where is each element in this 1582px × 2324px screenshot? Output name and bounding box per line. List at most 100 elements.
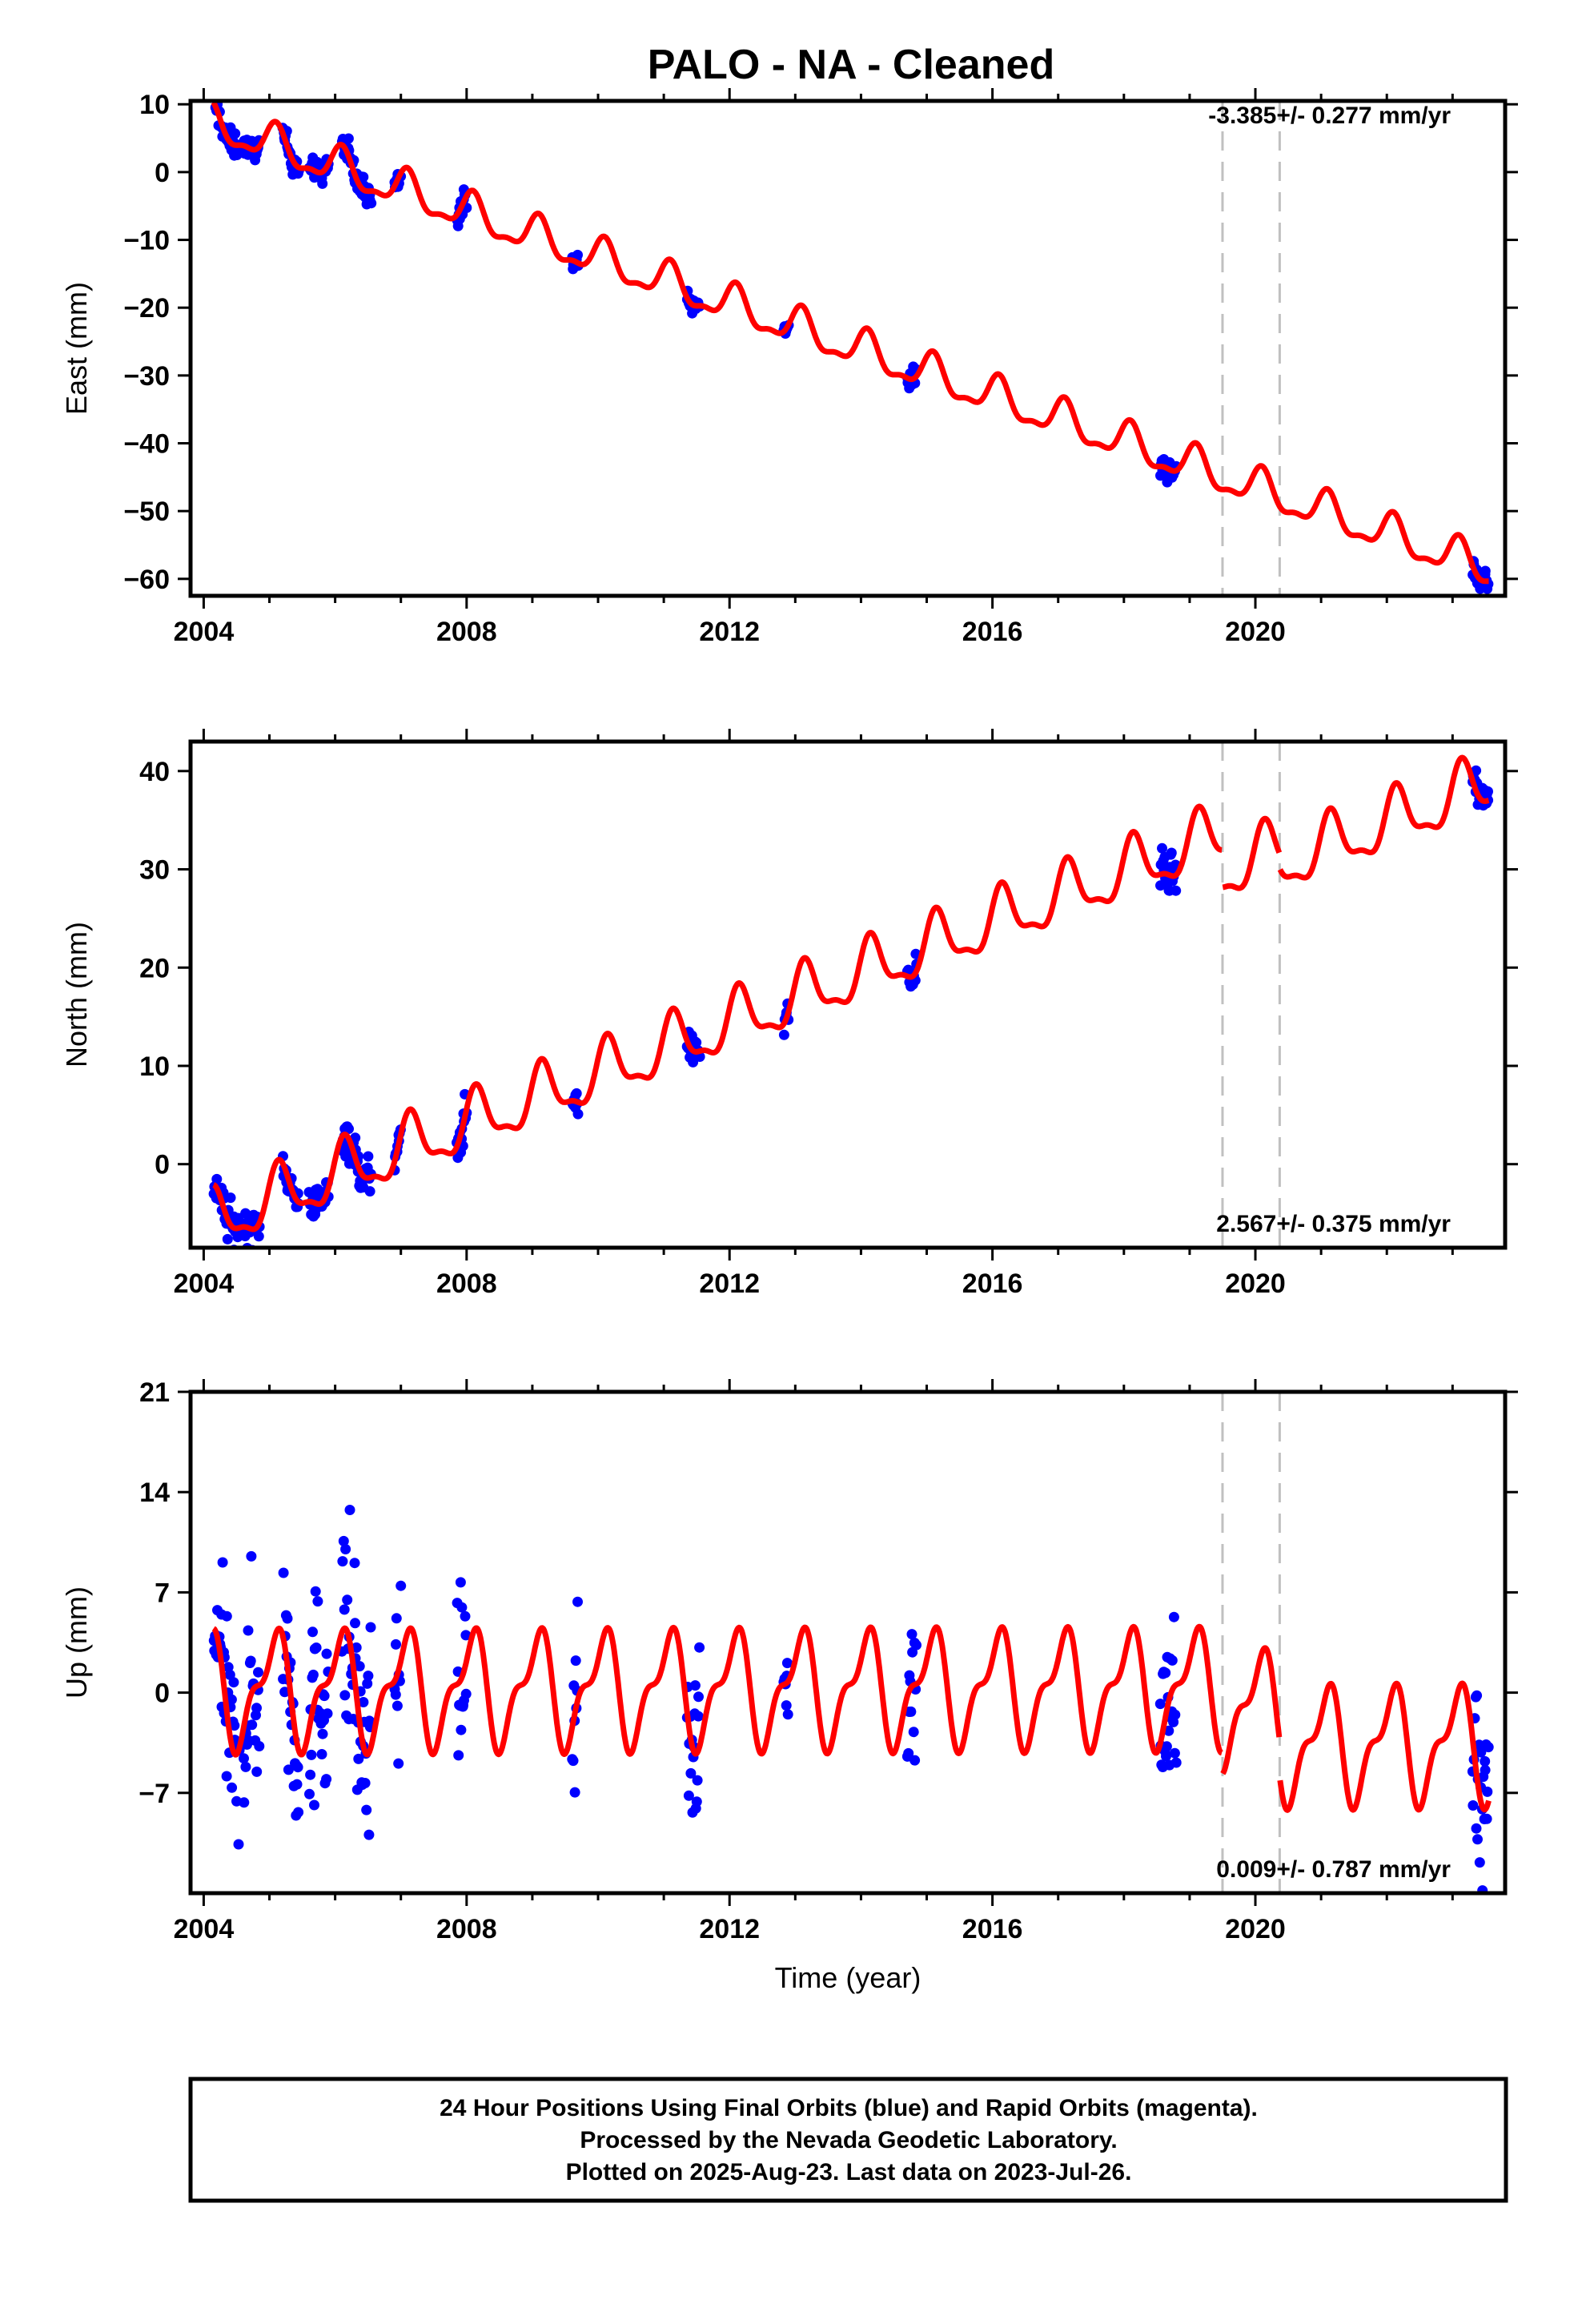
- observation-point: [311, 1642, 322, 1653]
- x-tick-label: 2012: [699, 1914, 760, 1944]
- observation-point: [350, 1618, 360, 1629]
- observation-point: [358, 171, 369, 183]
- observation-point: [307, 1669, 319, 1680]
- observation-point: [692, 1775, 703, 1786]
- caption-box: 24 Hour Positions Using Final Orbits (bl…: [188, 2077, 1508, 2203]
- observation-point: [339, 1604, 350, 1615]
- observation-point: [233, 1839, 244, 1850]
- y-tick-label: 40: [139, 757, 170, 787]
- caption-line-1: 24 Hour Positions Using Final Orbits (bl…: [440, 2095, 1258, 2121]
- observation-point: [363, 1151, 374, 1162]
- y-tick-label: 14: [139, 1478, 170, 1508]
- observation-point: [568, 1755, 579, 1767]
- observation-point: [254, 1741, 265, 1751]
- x-tick-label: 2008: [436, 1269, 497, 1299]
- observation-point: [349, 1558, 360, 1569]
- observation-point: [391, 1700, 403, 1711]
- observation-point: [1472, 1690, 1483, 1701]
- velocity-label: 0.009+/- 0.787 mm/yr: [1216, 1856, 1451, 1883]
- observation-point: [693, 1691, 704, 1703]
- observation-point: [693, 1711, 704, 1722]
- observation-point: [245, 1655, 256, 1667]
- observation-point: [240, 1761, 251, 1772]
- observation-series: [210, 101, 1494, 594]
- observation-point: [391, 1613, 402, 1624]
- model-curve: [211, 754, 1491, 1232]
- y-tick-label: −30: [123, 361, 170, 392]
- observation-point: [221, 1610, 232, 1622]
- observation-point: [694, 1642, 705, 1653]
- observation-point: [453, 1750, 464, 1761]
- observation-point: [1476, 1747, 1487, 1758]
- observation-point: [1170, 1709, 1181, 1720]
- observation-point: [312, 1596, 323, 1607]
- observation-point: [460, 1610, 471, 1622]
- observation-point: [342, 1594, 353, 1606]
- observation-point: [1474, 1857, 1485, 1868]
- y-tick-label: 0: [155, 1150, 170, 1180]
- velocity-label: -3.385+/- 0.277 mm/yr: [1208, 103, 1451, 129]
- y-tick-label: 10: [139, 1051, 170, 1082]
- observation-point: [343, 133, 354, 144]
- observation-point: [319, 1691, 330, 1702]
- observation-point: [338, 1535, 349, 1546]
- y-tick-label: 7: [155, 1578, 170, 1608]
- x-tick-label: 2004: [174, 1269, 235, 1299]
- y-tick-label: −10: [123, 226, 170, 256]
- observation-point: [364, 1186, 375, 1197]
- observation-point: [251, 1703, 262, 1714]
- x-tick-label: 2016: [962, 617, 1023, 647]
- observation-point: [1482, 1786, 1493, 1797]
- observation-point: [685, 1767, 697, 1779]
- observation-point: [456, 1602, 468, 1613]
- caption-line-2: Processed by the Nevada Geodetic Laborat…: [580, 2127, 1117, 2153]
- observation-point: [321, 1774, 332, 1785]
- observation-point: [278, 1567, 289, 1578]
- observation-point: [246, 1550, 257, 1562]
- y-tick-label: −50: [123, 497, 170, 527]
- observation-point: [222, 1233, 233, 1244]
- observation-point: [217, 1557, 228, 1568]
- observation-point: [1161, 1741, 1172, 1752]
- observation-point: [1169, 1747, 1180, 1759]
- velocity-label: 2.567+/- 0.375 mm/yr: [1216, 1211, 1451, 1237]
- plot-frame: [188, 739, 1508, 1250]
- y-tick-label: −20: [123, 293, 170, 324]
- observation-point: [570, 1655, 581, 1667]
- observation-point: [361, 1804, 372, 1815]
- observation-point: [1472, 1834, 1483, 1845]
- x-tick-label: 2004: [174, 617, 235, 647]
- observation-point: [253, 1231, 264, 1242]
- y-tick-label: 0: [155, 1679, 170, 1709]
- observation-point: [353, 1753, 364, 1764]
- observation-point: [322, 1708, 333, 1719]
- observation-point: [1480, 1755, 1491, 1767]
- observation-point: [243, 1625, 254, 1636]
- observation-point: [1480, 1764, 1491, 1775]
- observation-point: [683, 1790, 694, 1801]
- x-tick-label: 2008: [436, 1914, 497, 1944]
- observation-point: [251, 1766, 263, 1777]
- observation-point: [359, 1778, 371, 1788]
- observation-point: [365, 1622, 376, 1633]
- y-tick-label: −60: [123, 565, 170, 595]
- caption-line-3: Plotted on 2025-Aug-23. Last data on 202…: [566, 2159, 1132, 2185]
- observation-point: [571, 1088, 582, 1099]
- observation-point: [283, 1764, 294, 1775]
- observation-point: [778, 1029, 789, 1040]
- observation-point: [293, 1807, 304, 1818]
- observation-point: [227, 1782, 238, 1793]
- observation-point: [906, 1629, 917, 1640]
- observation-point: [460, 1630, 472, 1641]
- panel-north: 2004 2008 2012 2016 2020 0 10 20 30 40 North (mm) 2…: [60, 729, 1518, 1299]
- observation-point: [781, 1658, 793, 1669]
- observation-point: [221, 1771, 232, 1782]
- observation-point: [291, 1779, 303, 1790]
- observation-point: [911, 1639, 921, 1651]
- observation-point: [1170, 885, 1182, 896]
- observation-point: [905, 1706, 917, 1717]
- x-tick-label: 2004: [174, 1914, 235, 1944]
- y-axis-label: East (mm): [60, 282, 93, 415]
- observation-point: [229, 1720, 240, 1731]
- y-axis-label: Up (mm): [60, 1586, 93, 1699]
